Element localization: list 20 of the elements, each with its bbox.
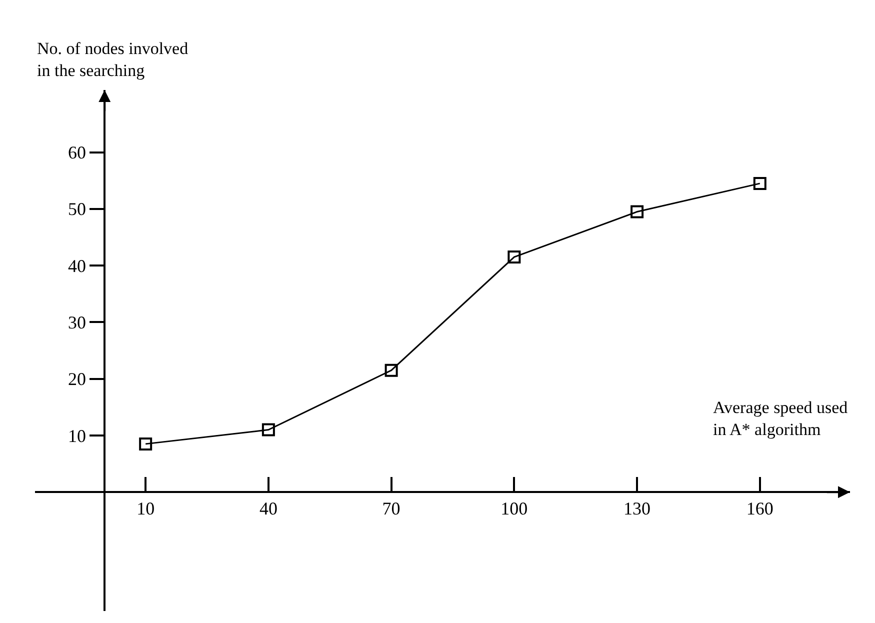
y-tick-label: 30 <box>68 312 86 332</box>
point <box>262 423 275 436</box>
x-tick-label: 70 <box>382 498 400 519</box>
y-tick-label: 50 <box>68 199 86 220</box>
point <box>630 205 644 218</box>
point <box>508 250 521 264</box>
x-tick-label: 160 <box>746 498 774 519</box>
y-axis-title: No. of nodes involved in the searching <box>37 39 189 80</box>
y-tick-label: 10 <box>68 426 86 446</box>
point <box>384 364 398 377</box>
x-tick-label: 10 <box>136 498 155 519</box>
y-tick-label: 20 <box>68 369 86 390</box>
y-tick-label: 60 <box>68 142 86 163</box>
x-tick-label: 40 <box>259 498 278 519</box>
y-tick-label: 40 <box>68 256 86 276</box>
point <box>139 437 152 450</box>
x-tick-label: 100 <box>500 498 528 519</box>
point <box>753 176 766 190</box>
x-axis-title: Average speed used in A* algorithm <box>713 398 848 440</box>
x-tick-label: 130 <box>624 498 651 519</box>
